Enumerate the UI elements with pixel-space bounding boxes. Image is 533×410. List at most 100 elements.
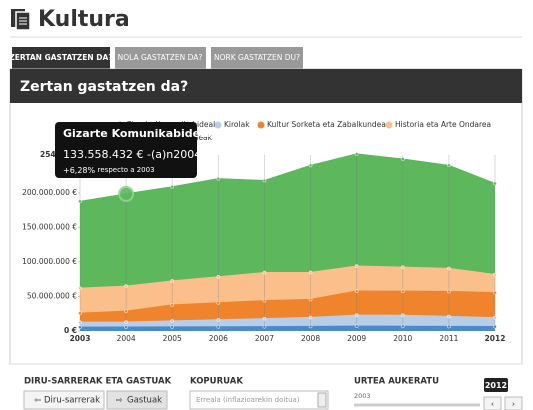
button-icon: ⇦: [34, 396, 41, 405]
x-tick-label: 2007: [255, 334, 274, 343]
area-line: [79, 314, 496, 323]
point: [124, 309, 128, 314]
point: [447, 314, 451, 319]
area: [80, 154, 495, 289]
prev-icon: ‹: [491, 400, 494, 409]
point: [400, 313, 405, 318]
point: [400, 265, 405, 270]
point: [447, 266, 451, 271]
legend-label: Historia eta Arte Ondarea: [395, 120, 491, 129]
select-arrow[interactable]: [317, 392, 327, 408]
tab[interactable]: [115, 47, 206, 69]
tab[interactable]: [211, 47, 303, 69]
point: [78, 199, 82, 204]
point: [216, 325, 221, 329]
point: [78, 311, 82, 316]
point: [354, 324, 359, 329]
chart: 0 € 50.000.000 € 100.000.000 € 150.000.000 …: [22, 120, 505, 343]
point: [170, 325, 175, 329]
point: [216, 318, 221, 322]
tooltip-change: +6,28% respecto a 2003: [63, 166, 155, 175]
area: [80, 315, 495, 328]
area-line: [79, 290, 496, 314]
point: [493, 272, 497, 277]
point: [400, 157, 405, 161]
point: [447, 289, 451, 294]
legend-label: Kirolak: [224, 120, 250, 129]
point: [493, 181, 497, 186]
point: [170, 184, 175, 189]
x-tick-label: 2005: [163, 334, 182, 343]
hover-point: [118, 185, 135, 202]
y-tick-label: 200.000.000 €: [22, 188, 77, 197]
y-tick-label: 0 €: [64, 326, 77, 335]
button-label[interactable]: Gastuak: [127, 396, 162, 406]
control-label: KOPURUAK: [190, 377, 243, 387]
button-icon: ⇨: [116, 396, 123, 405]
button-active[interactable]: [106, 390, 168, 410]
x-tick-label: 2006: [209, 334, 228, 343]
legend-label: Kultur Sorketa eta Zabalkundea: [267, 120, 386, 129]
x-tick-label: 2003: [70, 334, 91, 343]
x-tick-label: 2012: [485, 334, 506, 343]
area-line: [79, 153, 496, 203]
x-tick-label: 2008: [301, 334, 320, 343]
point: [262, 298, 267, 303]
tab-label[interactable]: NORK GASTATZEN DU?: [214, 53, 300, 62]
point: [400, 324, 405, 329]
y-tick-label: 50.000.000 €: [27, 291, 77, 300]
panel-header: [10, 69, 522, 103]
tooltip-title: Gizarte Komunikabideak: [63, 127, 216, 140]
point: [78, 286, 82, 291]
point: [493, 324, 497, 329]
area: [80, 291, 495, 323]
button[interactable]: [23, 390, 105, 410]
point: [216, 274, 221, 279]
prev-button[interactable]: [483, 396, 502, 410]
point: [308, 315, 313, 320]
legend-marker: [214, 121, 222, 129]
doc-icon: [11, 9, 31, 31]
point: [308, 324, 313, 329]
x-tick-label: 2011: [439, 334, 458, 343]
year-badge: [484, 378, 508, 392]
select[interactable]: [189, 390, 329, 410]
tooltip-value: 133.558.432 € -(a)n2004: [63, 148, 201, 161]
next-icon: ›: [512, 400, 515, 409]
y-tick-label: 150.000.000 €: [22, 222, 77, 231]
point: [354, 152, 359, 156]
control-label: DIRU-SARRERAK ETA GASTUAK: [24, 377, 172, 387]
tab-label[interactable]: NOLA GASTATZEN DA?: [118, 53, 203, 62]
point: [354, 289, 359, 293]
point: [308, 163, 313, 168]
tab-active[interactable]: [12, 47, 110, 69]
x-tick-label: 2010: [393, 334, 412, 343]
point: [354, 313, 359, 318]
point: [447, 324, 451, 329]
point: [493, 315, 497, 320]
legend-marker: [257, 121, 265, 129]
x-tick-label: 2004: [117, 334, 136, 343]
legend-label: leak: [196, 133, 212, 142]
tooltip-change-value: +6,28%: [63, 166, 96, 175]
button-label[interactable]: Diru-sarrerak: [44, 396, 100, 406]
next-button[interactable]: [504, 396, 523, 410]
point: [262, 316, 267, 321]
point: [354, 264, 359, 268]
point: [78, 320, 82, 325]
area-line: [79, 265, 496, 289]
tooltip-note: respecto a 2003: [98, 166, 155, 174]
legend-marker: [385, 121, 393, 129]
year-selected: 2012: [485, 381, 507, 390]
point: [124, 320, 128, 325]
tooltip: Gizarte Komunikabideak 133.558.432 € -(a…: [55, 122, 216, 178]
area-line: [79, 325, 496, 328]
point: [262, 178, 267, 183]
point: [493, 290, 497, 295]
select-placeholder[interactable]: Erreala (inflazioarekin doitua): [196, 396, 300, 404]
control-label: URTEA AUKERATU: [354, 377, 439, 387]
tab-label[interactable]: ZERTAN GASTATZEN DA?: [9, 53, 112, 62]
point: [308, 270, 313, 275]
panel-title: Zertan gastatzen da?: [20, 79, 188, 95]
